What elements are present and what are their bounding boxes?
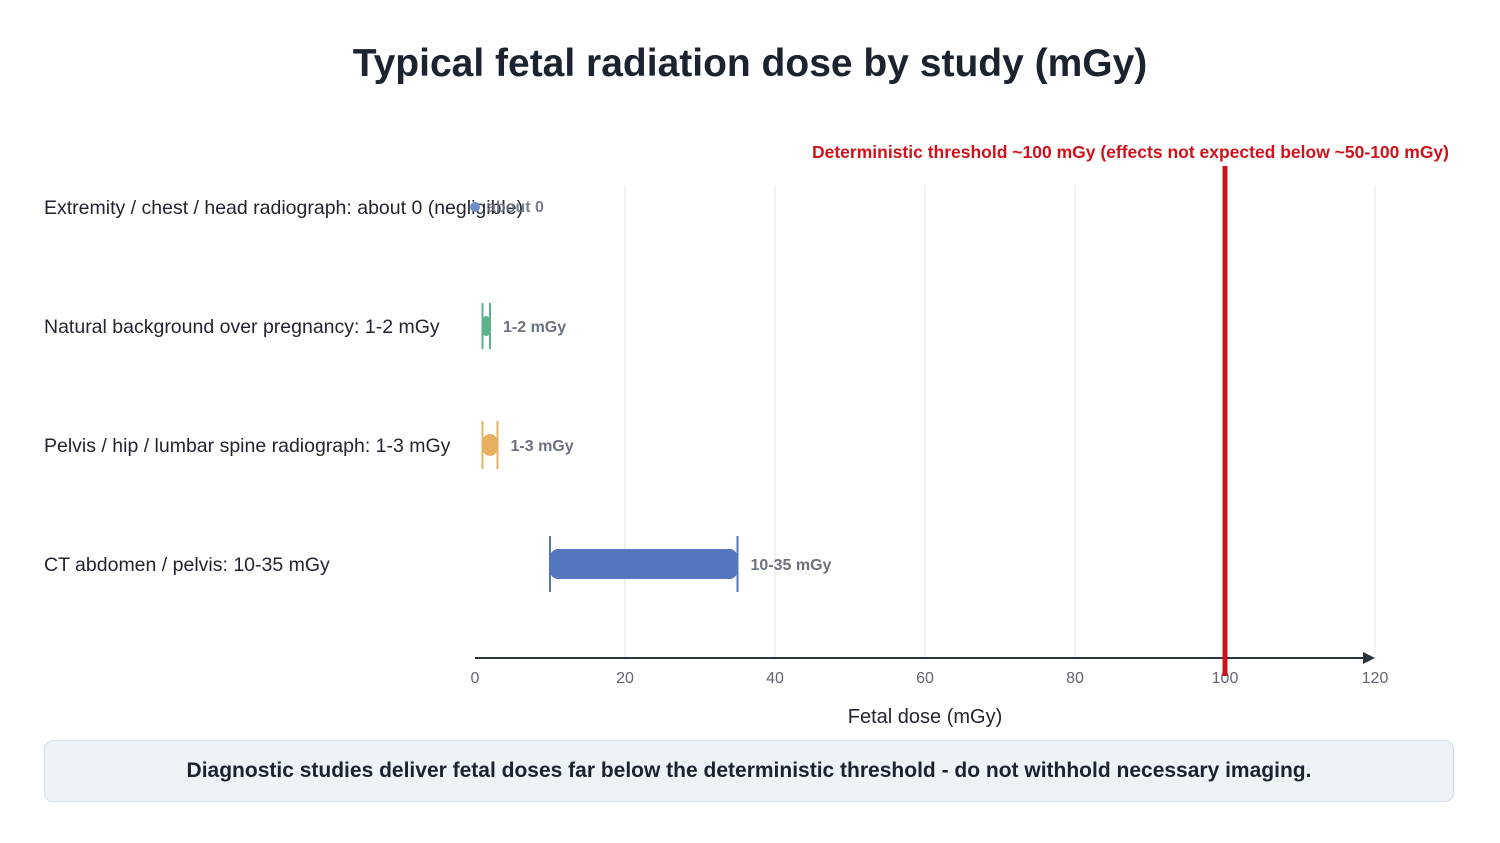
x-tick-label-40: 40 [766, 670, 784, 687]
x-tick-label-80: 80 [1066, 670, 1084, 687]
range-bar [550, 549, 738, 579]
footer-note: Diagnostic studies deliver fetal doses f… [44, 740, 1454, 802]
range-bar [482, 434, 498, 456]
chart-title: Typical fetal radiation dose by study (m… [352, 42, 1148, 85]
x-axis-label: Fetal dose (mGy) [848, 706, 1002, 728]
data-point [470, 202, 480, 212]
range-bar [482, 316, 490, 336]
category-label: Natural background over pregnancy: 1-2 m… [44, 316, 440, 338]
x-tick-label-20: 20 [616, 670, 634, 687]
x-tick-label-100: 100 [1212, 670, 1239, 687]
x-tick-label-60: 60 [916, 670, 934, 687]
value-label: 1-2 mGy [503, 319, 566, 336]
category-label: Pelvis / hip / lumbar spine radiograph: … [44, 435, 451, 457]
x-tick-label-120: 120 [1362, 670, 1389, 687]
value-label: 1-3 mGy [511, 438, 574, 455]
category-label: Extremity / chest / head radiograph: abo… [44, 197, 523, 219]
value-label: 10-35 mGy [751, 557, 832, 574]
category-label: CT abdomen / pelvis: 10-35 mGy [44, 554, 330, 576]
value-label: about 0 [487, 199, 544, 216]
threshold-label: Deterministic threshold ~100 mGy (effect… [812, 142, 1449, 162]
x-tick-label-0: 0 [471, 670, 480, 687]
x-axis-arrow [1363, 652, 1375, 664]
